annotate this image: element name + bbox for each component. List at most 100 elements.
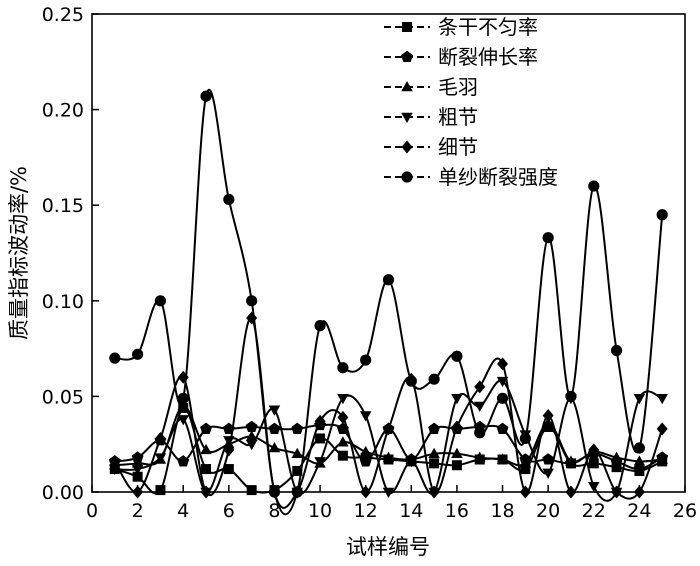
data-point [315,433,326,444]
x-tick-label: 24 [627,500,651,522]
data-point [474,380,486,394]
data-point [542,468,554,479]
data-point [201,464,212,475]
y-axis-ticks: 0.00 0.05 0.10 0.15 0.20 0.25 [42,4,99,504]
data-point [154,295,167,307]
y-tick-label: 0.20 [42,100,84,122]
y-tick-label: 0.05 [42,386,84,408]
series-line [114,88,664,516]
y-tick-label: 0.25 [42,4,84,26]
x-tick-label: 2 [132,500,144,522]
y-tick-label: 0.00 [42,482,84,504]
data-point [268,405,281,416]
data-point [588,482,600,493]
data-point [473,451,486,462]
legend-marker [401,81,413,92]
data-point [633,442,645,454]
data-point [405,375,417,387]
data-point [656,422,668,436]
legend-marker [401,171,413,183]
data-point [337,362,349,374]
data-point [610,344,623,357]
data-point [314,457,326,468]
series-diamond [109,311,668,509]
x-tick-label: 22 [582,500,606,522]
data-point [588,443,600,457]
y-axis-title: 质量指标波动率/% [7,166,31,340]
data-point [474,427,486,439]
data-point [109,454,121,468]
data-point [520,464,531,475]
data-point [405,457,418,468]
data-point [383,422,394,436]
legend-marker [401,112,413,123]
data-point [451,460,462,471]
data-point [497,357,509,371]
data-point [200,422,212,434]
series-layer [108,88,669,516]
x-tick-label: 20 [536,500,560,522]
legend-label: 单纱断裂强度 [438,165,558,189]
data-point [633,394,646,405]
data-point [314,414,326,428]
data-point [268,422,281,434]
data-point [451,420,463,434]
data-point [588,180,600,192]
x-tick-label: 4 [177,500,189,522]
data-point [382,451,395,462]
x-tick-label: 26 [673,500,697,522]
data-point [337,394,349,405]
data-point [200,443,212,455]
data-point [428,422,441,434]
data-point [611,462,622,473]
data-point [246,295,258,307]
data-point [542,417,554,428]
data-point [177,399,189,411]
x-tick-label: 14 [399,500,423,522]
data-point [109,352,121,364]
data-point [223,464,234,475]
data-point [200,90,212,102]
x-axis-title: 试样编号 [346,535,430,559]
data-point [131,464,144,476]
data-point [359,455,372,467]
data-point [245,439,258,451]
x-tick-label: 10 [308,500,332,522]
data-point [656,209,668,221]
x-tick-label: 12 [354,500,378,522]
y-tick-label: 0.15 [42,195,84,217]
data-point [542,453,555,465]
data-point [519,457,532,468]
data-point [360,354,372,366]
data-point [588,458,599,469]
data-point [519,432,531,445]
data-point [610,451,623,462]
legend-label: 毛羽 [438,75,478,99]
data-point [177,415,189,426]
data-point [292,465,303,476]
data-point [473,401,486,412]
data-point [154,431,166,445]
data-point [428,447,440,459]
data-point [359,445,372,457]
x-tick-label: 18 [490,500,514,522]
data-point [314,320,326,332]
x-tick-label: 6 [223,500,235,522]
data-point [268,442,281,453]
data-point [337,410,349,424]
x-tick-label: 16 [445,500,469,522]
data-point [177,455,190,467]
data-point [656,394,668,405]
data-point [154,453,167,464]
data-point [496,453,509,464]
data-point [428,373,440,385]
data-point [496,392,509,404]
legend-marker [402,22,412,32]
data-point [131,451,144,463]
y-tick-label: 0.10 [42,291,84,313]
legend-label: 断裂伸长率 [438,45,538,69]
data-point [337,436,349,447]
data-point [565,390,577,402]
